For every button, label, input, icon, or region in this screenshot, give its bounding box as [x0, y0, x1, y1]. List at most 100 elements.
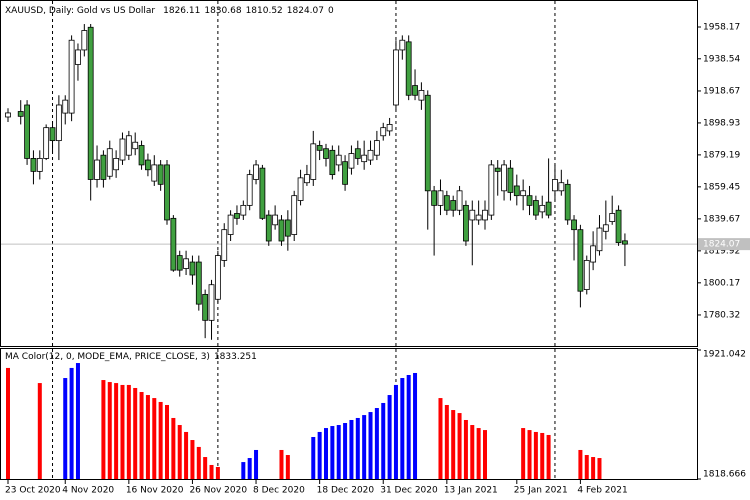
y-tick-label: 1921.042 — [703, 350, 746, 360]
candle-body — [596, 227, 603, 252]
candle-body — [272, 214, 279, 226]
histogram-bar — [145, 395, 150, 479]
histogram-bar — [279, 449, 284, 479]
candle-body — [545, 201, 552, 216]
candle-body — [304, 174, 310, 184]
candle-body — [526, 195, 533, 206]
histogram-bar — [413, 372, 418, 479]
candle-body — [348, 153, 355, 169]
histogram-bar — [184, 431, 189, 479]
histogram-bar — [285, 455, 290, 479]
indicator-name: MA Color(12, 0, MODE_EMA, PRICE_CLOSE, 3… — [5, 352, 210, 362]
histogram-bar — [171, 417, 176, 479]
candle-body — [81, 30, 88, 51]
candle-body — [259, 167, 266, 219]
candle-body — [361, 154, 368, 163]
candle-body — [583, 260, 590, 290]
candle-body — [208, 284, 215, 321]
candle-body — [234, 213, 240, 219]
histogram-bar — [451, 410, 456, 479]
candle-body — [323, 148, 329, 159]
candle-body — [278, 219, 285, 242]
histogram-bar — [470, 425, 475, 479]
histogram-bar — [540, 432, 545, 479]
candle-body — [469, 209, 476, 221]
candle-body — [202, 294, 209, 321]
candle-body — [240, 204, 247, 216]
histogram-bar — [578, 449, 583, 479]
y-tick-label: 1800.17 — [703, 278, 740, 288]
candle-body — [520, 190, 527, 197]
candle-body — [475, 214, 482, 221]
candle-body — [297, 177, 304, 201]
candle-body — [386, 124, 393, 132]
candle-body — [488, 164, 495, 216]
histogram-bar — [190, 440, 195, 479]
candle-body — [507, 167, 514, 193]
histogram-bar — [203, 457, 208, 479]
histogram-bar — [133, 387, 138, 479]
histogram-bar — [114, 383, 119, 479]
candle-body — [501, 164, 507, 192]
x-tick-label: 16 Nov 2020 — [126, 486, 184, 496]
x-tick-label: 23 Oct 2020 — [5, 486, 61, 496]
header-value: 1824.07 — [287, 6, 324, 16]
candle-body — [291, 195, 298, 235]
histogram-bar — [107, 382, 112, 479]
candle-body — [253, 164, 259, 180]
histogram-bar — [241, 462, 246, 479]
histogram-bar — [597, 458, 602, 479]
y-tick-label: 1839.67 — [703, 214, 740, 224]
histogram-bar — [368, 412, 373, 479]
candle-body — [571, 219, 577, 231]
histogram-bar — [381, 402, 386, 479]
histogram-bar — [343, 423, 348, 479]
candle-body — [615, 209, 622, 244]
candle-body — [100, 154, 107, 180]
candle-body — [513, 185, 520, 197]
candle-body — [399, 39, 406, 51]
candle-body — [36, 158, 43, 172]
candle-body — [424, 94, 431, 192]
histogram-bar — [165, 404, 169, 479]
candle-body — [75, 49, 81, 65]
candle-body — [55, 104, 62, 142]
y-tick-label: 1938.54 — [703, 54, 740, 64]
candle-body — [30, 158, 37, 172]
candle-body — [221, 229, 228, 261]
histogram-bar — [546, 434, 551, 479]
y-tick-label: 1780.32 — [703, 310, 740, 320]
histogram-bar — [158, 401, 163, 479]
candle-body — [609, 213, 616, 222]
histogram-bar — [400, 378, 405, 479]
indicator-title: MA Color(12, 0, MODE_EMA, PRICE_CLOSE, 3… — [5, 352, 257, 362]
candle-body — [539, 204, 546, 213]
histogram-bar — [101, 380, 106, 479]
y-tick-label: 1958.17 — [703, 23, 740, 33]
candle-body — [227, 214, 234, 235]
bid-label-box — [698, 238, 750, 251]
histogram-bar — [69, 367, 74, 479]
x-tick-label: 4 Nov 2020 — [62, 486, 114, 496]
y-tick-label: 1898.93 — [703, 118, 740, 128]
indicator-panel-frame — [0, 348, 698, 480]
candle-body — [189, 261, 196, 276]
candle-body — [68, 39, 75, 114]
histogram-bar — [324, 428, 328, 479]
histogram-bar — [374, 408, 379, 479]
candle-body — [354, 148, 361, 159]
candle-body — [17, 111, 24, 117]
candle-body — [164, 164, 170, 221]
histogram-bar — [457, 413, 462, 479]
candle-body — [157, 164, 164, 185]
histogram-bar — [591, 457, 596, 479]
header-value: 1826.11 — [163, 6, 200, 16]
candle-body — [183, 258, 189, 269]
candle-body — [342, 161, 348, 185]
candle-body — [24, 104, 30, 159]
y-tick-label: 1918.67 — [703, 86, 740, 96]
candle-body — [62, 99, 69, 114]
histogram-bar — [527, 430, 532, 479]
candle-body — [43, 127, 50, 159]
y-tick-label: 1819.92 — [703, 246, 740, 256]
